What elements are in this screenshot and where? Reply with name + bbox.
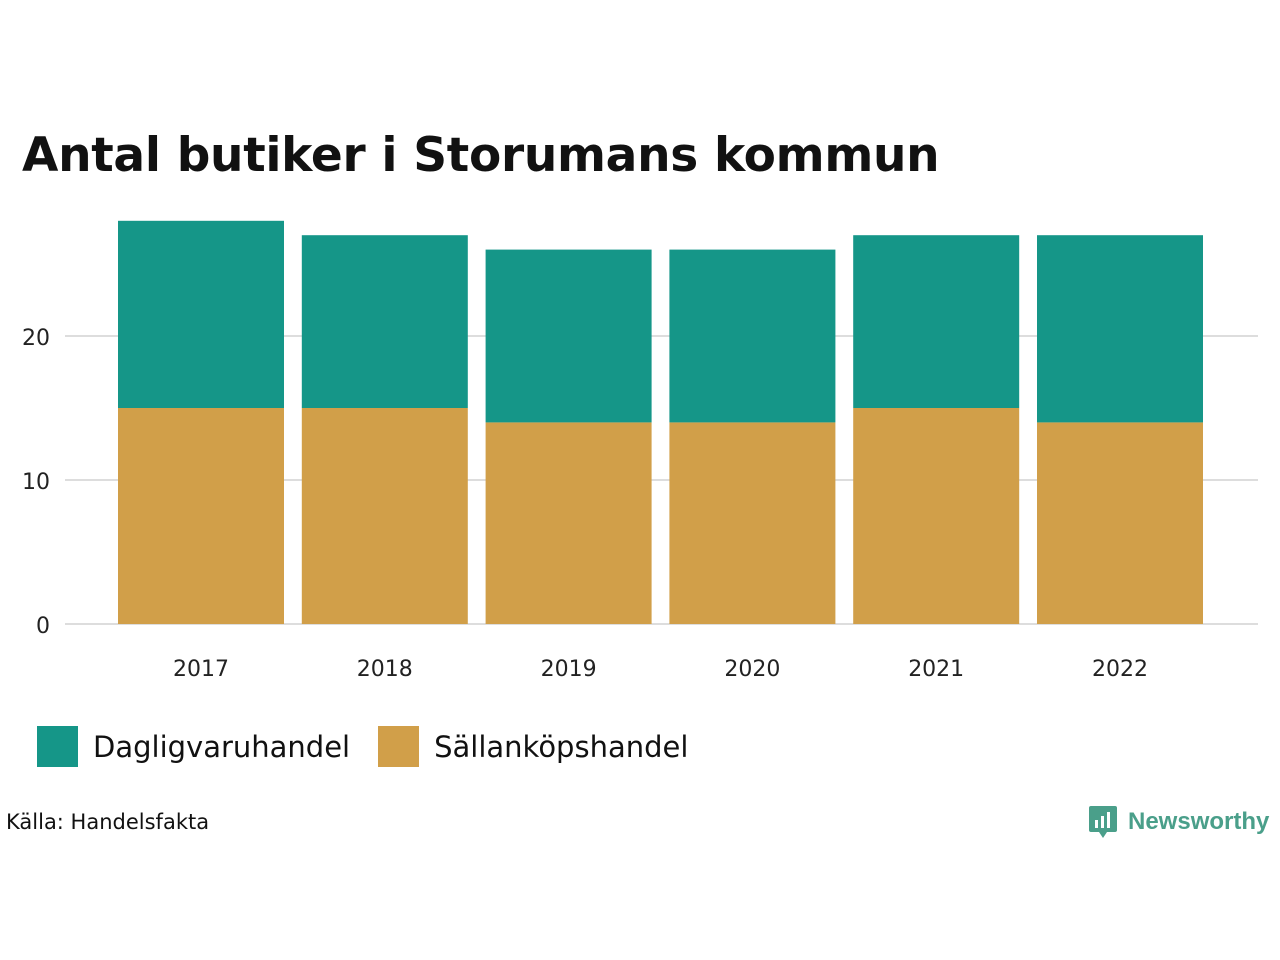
y-tick-label: 10: [22, 470, 50, 495]
bar-dagligvaruhandel-2021: [853, 235, 1020, 408]
legend-swatch-sallankopshandel: [378, 726, 420, 767]
bar-sllankpshandel-2021: [853, 408, 1020, 624]
bar-dagligvaruhandel-2019: [485, 249, 652, 423]
x-tick-label: 2022: [1092, 657, 1148, 682]
bar-dagligvaruhandel-2018: [301, 235, 468, 408]
legend-label-sallankopshandel: Sällanköpshandel: [434, 729, 689, 764]
stacked-bar-chart: 0 10 20 2017 2018 2019 2020 2021 2022: [22, 220, 1258, 682]
legend-item-sallankopshandel: Sällanköpshandel: [378, 726, 688, 767]
x-tick-label: 2021: [908, 657, 964, 682]
x-tick-label: 2018: [357, 657, 413, 682]
bar-sllankpshandel-2020: [669, 422, 836, 624]
x-tick-label: 2019: [541, 657, 597, 682]
bar-sllankpshandel-2022: [1037, 422, 1203, 624]
bar-dagligvaruhandel-2017: [118, 220, 284, 408]
newsworthy-logo-icon: [1089, 806, 1117, 838]
bar-sllankpshandel-2019: [485, 422, 652, 624]
bar-dagligvaruhandel-2022: [1037, 235, 1203, 423]
bar-sllankpshandel-2017: [118, 408, 284, 624]
x-tick-labels: 2017 2018 2019 2020 2021 2022: [173, 657, 1148, 682]
x-tick-label: 2017: [173, 657, 229, 682]
legend-item-dagligvaruhandel: Dagligvaruhandel: [37, 726, 350, 767]
y-tick-label: 0: [36, 614, 50, 639]
brand: Newsworthy: [1088, 804, 1269, 840]
source-note: Källa: Handelsfakta: [6, 810, 210, 834]
y-tick-labels: 0 10 20: [22, 326, 50, 639]
x-tick-label: 2020: [724, 657, 780, 682]
legend: Dagligvaruhandel Sällanköpshandel: [37, 726, 716, 767]
bars: [118, 220, 1203, 624]
brand-name: Newsworthy: [1128, 808, 1270, 835]
bar-sllankpshandel-2018: [301, 408, 468, 624]
legend-label-dagligvaruhandel: Dagligvaruhandel: [93, 729, 351, 764]
y-tick-label: 20: [22, 326, 50, 351]
legend-swatch-dagligvaruhandel: [37, 726, 78, 767]
chart-title: Antal butiker i Storumans kommun: [22, 128, 940, 183]
bar-dagligvaruhandel-2020: [669, 249, 836, 423]
